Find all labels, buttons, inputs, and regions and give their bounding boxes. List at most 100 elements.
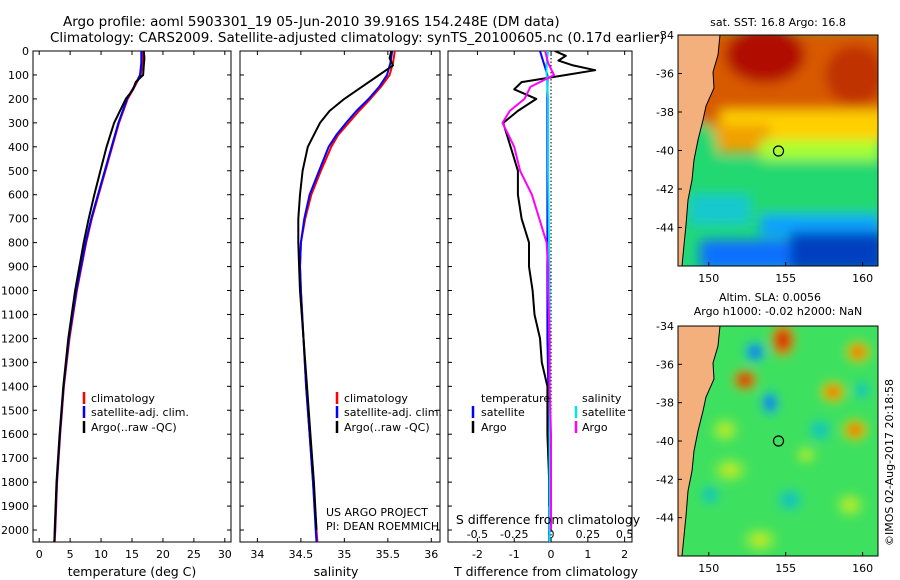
map-y-tick-label: -36	[656, 68, 674, 81]
salinity-series	[297, 51, 396, 542]
map-y-tick-label: -44	[656, 222, 674, 235]
argo-location-marker	[772, 435, 785, 447]
x-tick-label: 20	[156, 548, 170, 561]
map-x-tick-label: 150	[698, 562, 719, 575]
y-tick-label: 1800	[1, 476, 29, 489]
map-y-tick-label: -42	[656, 183, 674, 196]
s-tick-label: -0.5	[467, 528, 488, 541]
map-y-tick-label: -34	[656, 320, 674, 333]
x-tick-label: 10	[94, 548, 108, 561]
y-tick-label: 300	[8, 117, 29, 130]
temperature-axis-ticks: 0 5 10 15 20 25 30	[36, 51, 232, 561]
series-line-argo-raw-qc	[297, 51, 394, 531]
y-tick-label: 1600	[1, 428, 29, 441]
t-difference-xlabel: T difference from climatology	[453, 564, 639, 579]
argo-location-marker	[772, 145, 785, 157]
y-tick-label: 400	[8, 141, 29, 154]
difference-legend-temperature: temperature satellite Argo	[471, 392, 550, 434]
map-x-tick-label: 150	[698, 272, 719, 285]
x-tick-label: 5	[67, 548, 74, 561]
y-tick-label: 1000	[1, 285, 29, 298]
x-tick-label: 35	[337, 548, 351, 561]
legend-label-sal-argo: Argo	[582, 421, 608, 434]
map-y-tick-label: -44	[656, 512, 674, 525]
difference-axes-box	[447, 50, 633, 543]
sst-heatmap	[678, 35, 878, 266]
x-tick-label: 35.5	[376, 548, 401, 561]
x-tick-label: 34	[250, 548, 264, 561]
header-title-line1: Argo profile: aoml 5903301_19 05-Jun-201…	[63, 14, 560, 30]
y-tick-label: 800	[8, 237, 29, 250]
sla-map-panel: Altim. SLA: 0.0056 Argo h1000: -0.02 h20…	[656, 291, 879, 575]
y-tick-label: 700	[8, 213, 29, 226]
legend-label-temp-satellite: satellite	[481, 406, 525, 419]
y-tick-label: 600	[8, 189, 29, 202]
y-tick-label: 1300	[1, 356, 29, 369]
y-tick-label: 2000	[1, 524, 29, 537]
sla-map-title-line2: Argo h1000: -0.02 h2000: NaN	[694, 305, 863, 318]
map-x-tick-label: 155	[775, 272, 796, 285]
temperature-series	[53, 51, 146, 542]
x-tick-label: 15	[125, 548, 139, 561]
legend-label-argo: Argo(..raw -QC)	[344, 421, 430, 434]
legend-label-temp-argo: Argo	[481, 421, 507, 434]
legend-title-temperature: temperature	[481, 392, 550, 405]
s-difference-xlabel: S difference from climatology	[456, 512, 641, 527]
salinity-xlabel: salinity	[314, 564, 359, 579]
y-tick-label: 0	[22, 45, 29, 58]
legend-label-satellite: satellite-adj. clim.	[91, 406, 189, 419]
x-tick-label: 0	[548, 548, 555, 561]
s-tick-label: 0.5	[616, 528, 634, 541]
x-tick-label: -1	[509, 548, 520, 561]
imos-watermark: ©IMOS 02-Aug-2017 20:18:58	[883, 379, 896, 546]
salinity-axes-box	[239, 50, 441, 543]
project-label: US ARGO PROJECT	[326, 506, 428, 519]
map-y-tick-label: -34	[656, 29, 674, 42]
s-tick-label: -0.25	[500, 528, 528, 541]
y-tick-label: 100	[8, 69, 29, 82]
series-line-argo-raw-qc	[53, 51, 146, 542]
y-tick-label: 1100	[1, 308, 29, 321]
difference-depth-ticks	[448, 50, 632, 531]
y-tick-label: 1500	[1, 404, 29, 417]
sst-map-panel: sat. SST: 16.8 Argo: 16.8 150 155 160 -34	[656, 16, 879, 285]
temperature-axes-box	[32, 50, 232, 543]
map-y-tick-label: -36	[656, 358, 674, 371]
map-y-tick-label: -38	[656, 397, 674, 410]
series-line-salinity-argo	[501, 51, 555, 530]
y-tick-label: 1700	[1, 452, 29, 465]
pi-label: PI: DEAN ROEMMICH	[326, 520, 439, 533]
difference-series	[501, 51, 597, 542]
x-tick-label: 34.5	[289, 548, 314, 561]
header-title-line2: Climatology: CARS2009. Satellite-adjuste…	[50, 30, 664, 46]
sst-map-ticks: 150 155 160 -34 -36 -38 -40 -42 -44	[656, 29, 873, 285]
temperature-panel: 0 100 200 300 400 500 600 700 800 900 1000 1100 1200…	[1, 45, 232, 579]
y-tick-label: 900	[8, 261, 29, 274]
salinity-depth-ticks	[240, 50, 440, 531]
map-y-tick-label: -42	[656, 473, 674, 486]
sla-map-ticks: 150 155 160 -34 -36 -38 -40 -42 -44	[656, 320, 873, 575]
depth-axis-ticks: 0 100 200 300 400 500 600 700 800 900 1000 1100 1200…	[1, 45, 231, 537]
legend-label-sal-satellite: satellite	[582, 406, 626, 419]
sla-heatmap	[678, 326, 878, 556]
legend-title-salinity: salinity	[582, 392, 622, 405]
map-y-tick-label: -38	[656, 106, 674, 119]
legend-label-climatology: climatology	[344, 392, 408, 405]
y-tick-label: 1400	[1, 380, 29, 393]
x-tick-label: 25	[187, 548, 201, 561]
map-x-tick-label: 160	[852, 272, 873, 285]
salinity-panel: 34 34.5 35 35.5 36 salinity climatology sate…	[239, 50, 442, 579]
y-tick-label: 200	[8, 93, 29, 106]
map-x-tick-label: 155	[775, 562, 796, 575]
salinity-legend: climatology satellite-adj. clim. Argo(..…	[335, 392, 442, 434]
y-tick-label: 1200	[1, 332, 29, 345]
temperature-xlabel: temperature (deg C)	[68, 564, 197, 579]
map-x-tick-label: 160	[852, 562, 873, 575]
x-tick-label: 2	[621, 548, 628, 561]
y-tick-label: 500	[8, 165, 29, 178]
series-line-temperature-argo	[502, 51, 597, 507]
x-tick-label: 36	[424, 548, 438, 561]
